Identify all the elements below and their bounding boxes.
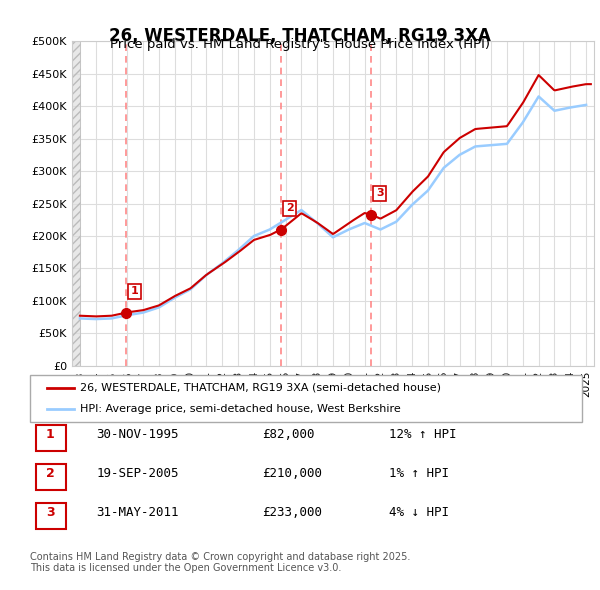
Text: Price paid vs. HM Land Registry's House Price Index (HPI): Price paid vs. HM Land Registry's House …	[110, 38, 490, 51]
Text: 2: 2	[286, 204, 293, 214]
Text: 3: 3	[46, 506, 55, 519]
FancyBboxPatch shape	[30, 375, 582, 422]
Text: 31-MAY-2011: 31-MAY-2011	[96, 506, 179, 519]
Text: 30-NOV-1995: 30-NOV-1995	[96, 428, 179, 441]
Bar	[72, 41, 80, 366]
FancyBboxPatch shape	[35, 425, 66, 451]
Text: 3: 3	[376, 188, 383, 198]
Text: 26, WESTERDALE, THATCHAM, RG19 3XA (semi-detached house): 26, WESTERDALE, THATCHAM, RG19 3XA (semi…	[80, 383, 440, 393]
Text: HPI: Average price, semi-detached house, West Berkshire: HPI: Average price, semi-detached house,…	[80, 404, 400, 414]
Text: £210,000: £210,000	[262, 467, 322, 480]
Text: £82,000: £82,000	[262, 428, 314, 441]
Bar	[72, 41, 80, 366]
Text: 1: 1	[46, 428, 55, 441]
Text: 12% ↑ HPI: 12% ↑ HPI	[389, 428, 457, 441]
Text: £233,000: £233,000	[262, 506, 322, 519]
Text: 26, WESTERDALE, THATCHAM, RG19 3XA: 26, WESTERDALE, THATCHAM, RG19 3XA	[109, 27, 491, 45]
Text: 1% ↑ HPI: 1% ↑ HPI	[389, 467, 449, 480]
FancyBboxPatch shape	[35, 464, 66, 490]
FancyBboxPatch shape	[35, 503, 66, 529]
Text: 2: 2	[46, 467, 55, 480]
Text: Contains HM Land Registry data © Crown copyright and database right 2025.
This d: Contains HM Land Registry data © Crown c…	[30, 552, 410, 573]
Text: 1: 1	[131, 286, 139, 296]
Text: 19-SEP-2005: 19-SEP-2005	[96, 467, 179, 480]
Text: 4% ↓ HPI: 4% ↓ HPI	[389, 506, 449, 519]
